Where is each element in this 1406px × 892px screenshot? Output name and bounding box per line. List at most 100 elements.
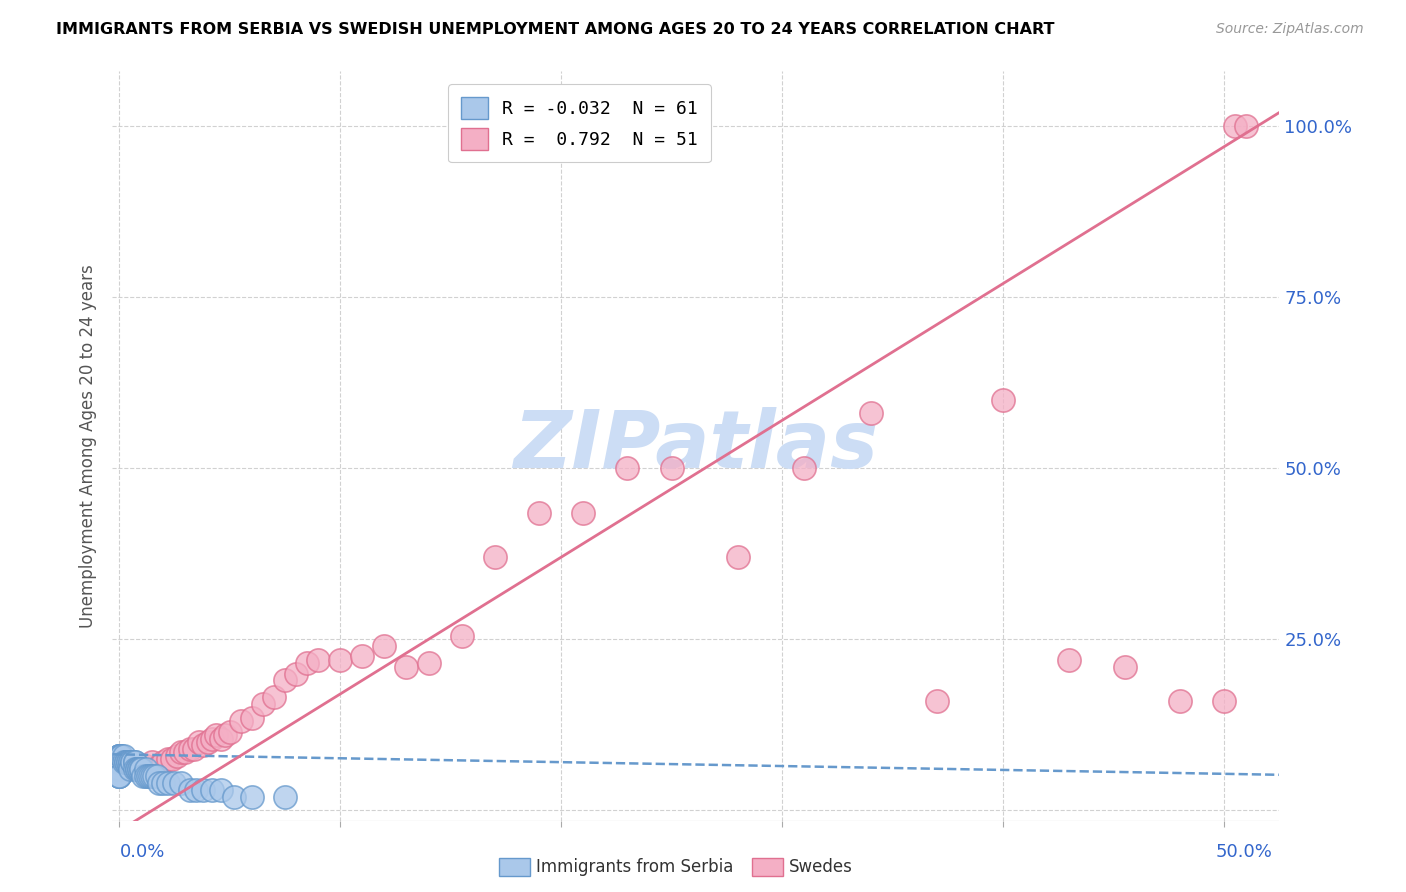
Point — [163, 776, 186, 790]
Text: Swedes: Swedes — [789, 858, 852, 876]
Point — [108, 748, 131, 763]
Point — [108, 762, 131, 776]
Point — [145, 769, 167, 783]
Point — [229, 714, 252, 729]
Point — [179, 741, 201, 756]
Point — [108, 756, 131, 770]
Point — [120, 756, 142, 770]
Point — [108, 748, 131, 763]
Point — [141, 769, 163, 783]
Point — [120, 756, 142, 770]
Point — [108, 769, 131, 783]
Text: 50.0%: 50.0% — [1216, 843, 1272, 861]
Point — [1114, 659, 1136, 673]
Point — [143, 769, 166, 783]
Point — [108, 769, 131, 783]
Point — [124, 756, 146, 770]
Point — [1234, 119, 1257, 133]
Point — [201, 782, 224, 797]
Point — [352, 649, 374, 664]
Point — [128, 762, 150, 776]
Point — [295, 657, 318, 671]
Point — [197, 735, 219, 749]
Point — [108, 762, 131, 776]
Point — [117, 756, 139, 770]
Point — [139, 769, 162, 783]
Point — [170, 745, 193, 759]
Point — [121, 756, 143, 770]
Point — [174, 745, 197, 759]
Point — [205, 728, 228, 742]
Point — [108, 756, 131, 770]
Point — [124, 762, 146, 776]
Point — [170, 776, 193, 790]
Point — [661, 461, 683, 475]
Point — [1059, 653, 1081, 667]
Point — [156, 776, 179, 790]
Point — [129, 762, 152, 776]
Point — [307, 653, 329, 667]
Point — [132, 769, 155, 783]
Point — [148, 776, 170, 790]
Point — [527, 506, 550, 520]
Point — [112, 756, 135, 770]
Point — [274, 789, 297, 804]
Point — [129, 762, 152, 776]
Point — [108, 748, 131, 763]
Point — [263, 690, 285, 705]
Point — [125, 762, 148, 776]
Point — [240, 711, 263, 725]
Point — [110, 748, 132, 763]
Point — [114, 756, 136, 770]
Point — [120, 762, 142, 776]
Point — [136, 769, 159, 783]
Point — [450, 629, 472, 643]
Point — [1213, 694, 1236, 708]
Point — [284, 666, 307, 681]
Point — [112, 748, 135, 763]
Point — [135, 762, 157, 776]
Point — [108, 762, 131, 776]
Point — [1225, 119, 1247, 133]
Point — [128, 762, 150, 776]
Point — [117, 756, 139, 770]
Point — [108, 748, 131, 763]
Point — [121, 756, 143, 770]
Point — [191, 782, 214, 797]
Point — [110, 748, 132, 763]
Point — [222, 789, 245, 804]
Point — [156, 752, 179, 766]
Point — [186, 782, 208, 797]
Point — [793, 461, 815, 475]
Point — [218, 724, 240, 739]
Point — [108, 756, 131, 770]
Point — [183, 741, 205, 756]
Point — [124, 756, 146, 770]
Point — [1168, 694, 1191, 708]
Point — [859, 407, 882, 421]
Point — [993, 392, 1015, 407]
Point — [418, 657, 440, 671]
Point — [148, 759, 170, 773]
Point — [160, 752, 183, 766]
Text: 0.0%: 0.0% — [120, 843, 165, 861]
Point — [191, 739, 214, 753]
Point — [108, 769, 131, 783]
Point — [209, 782, 232, 797]
Point — [727, 550, 749, 565]
Point — [572, 506, 595, 520]
Point — [925, 694, 948, 708]
Point — [616, 461, 638, 475]
Point — [187, 735, 209, 749]
Text: IMMIGRANTS FROM SERBIA VS SWEDISH UNEMPLOYMENT AMONG AGES 20 TO 24 YEARS CORRELA: IMMIGRANTS FROM SERBIA VS SWEDISH UNEMPL… — [56, 22, 1054, 37]
Point — [152, 756, 174, 770]
Point — [179, 782, 201, 797]
Point — [108, 762, 131, 776]
Point — [329, 653, 352, 667]
Point — [274, 673, 297, 688]
Point — [108, 762, 131, 776]
Point — [108, 756, 131, 770]
Point — [214, 728, 236, 742]
Point — [141, 756, 163, 770]
Y-axis label: Unemployment Among Ages 20 to 24 years: Unemployment Among Ages 20 to 24 years — [79, 264, 97, 628]
